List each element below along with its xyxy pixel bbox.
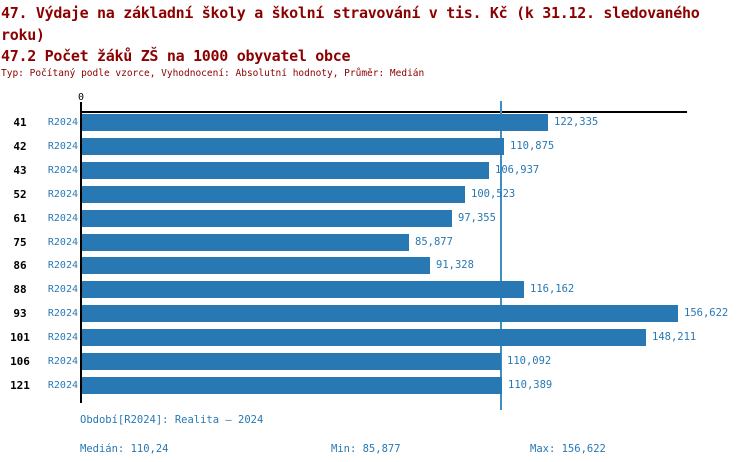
- bar-value-label: 148,211: [652, 331, 697, 343]
- row-category-label: 101: [10, 331, 30, 344]
- row-category-label: 75: [13, 236, 27, 249]
- value-bar: [82, 305, 678, 322]
- chart-row: 75 R2024 85,877: [0, 234, 750, 257]
- min-stat-label: Min: 85,877: [331, 443, 401, 455]
- value-bar: [82, 353, 501, 370]
- row-category-label: 106: [10, 355, 30, 368]
- row-category-label: 86: [13, 259, 27, 272]
- bar-value-label: 156,622: [684, 307, 729, 319]
- x-axis-zero-tick-label: 0: [77, 92, 85, 103]
- row-period-label: R2024: [47, 237, 78, 248]
- value-bar: [82, 162, 489, 179]
- chart-row: 61 R2024 97,355: [0, 210, 750, 233]
- row-category-label: 41: [13, 116, 27, 129]
- bar-value-label: 85,877: [415, 236, 453, 248]
- row-category-label: 93: [13, 307, 27, 320]
- value-bar: [82, 210, 452, 227]
- chart-row: 41 R2024 122,335: [0, 114, 750, 137]
- max-stat-label: Max: 156,622: [530, 443, 606, 455]
- bar-value-label: 110,389: [508, 379, 553, 391]
- value-bar: [82, 114, 548, 131]
- bar-value-label: 122,335: [554, 116, 599, 128]
- y-axis-line: [80, 111, 82, 403]
- bar-value-label: 116,162: [530, 283, 575, 295]
- row-period-label: R2024: [47, 356, 78, 367]
- row-period-label: R2024: [47, 332, 78, 343]
- chart-row: 121 R2024 110,389: [0, 377, 750, 400]
- value-bar: [82, 234, 409, 251]
- row-period-label: R2024: [47, 260, 78, 271]
- median-reference-line: [500, 101, 502, 410]
- value-bar: [82, 138, 504, 155]
- chart-row: 88 R2024 116,162: [0, 281, 750, 304]
- row-category-label: 43: [13, 164, 27, 177]
- value-bar: [82, 329, 646, 346]
- chart-row: 43 R2024 106,937: [0, 162, 750, 185]
- row-period-label: R2024: [47, 213, 78, 224]
- chart-row: 106 R2024 110,092: [0, 353, 750, 376]
- chart-row: 86 R2024 91,328: [0, 257, 750, 280]
- bar-value-label: 100,523: [471, 188, 516, 200]
- row-period-label: R2024: [47, 380, 78, 391]
- row-category-label: 88: [13, 283, 27, 296]
- value-bar: [82, 377, 502, 394]
- bar-value-label: 97,355: [458, 212, 496, 224]
- row-period-label: R2024: [47, 308, 78, 319]
- chart-row: 52 R2024 100,523: [0, 186, 750, 209]
- row-category-label: 42: [13, 140, 27, 153]
- chart-subtitle: 47.2 Počet žáků ZŠ na 1000 obyvatel obce: [1, 47, 351, 65]
- chart-row: 93 R2024 156,622: [0, 305, 750, 328]
- bar-value-label: 106,937: [495, 164, 540, 176]
- bar-value-label: 110,092: [507, 355, 552, 367]
- page-title-line1: 47. Výdaje na základní školy a školní st…: [1, 4, 700, 22]
- chart-meta-info: Typ: Počítaný podle vzorce, Vyhodnocení:…: [1, 68, 425, 79]
- row-category-label: 61: [13, 212, 27, 225]
- x-axis-zero-tick: [80, 102, 82, 111]
- row-period-label: R2024: [47, 117, 78, 128]
- x-axis-line: [80, 111, 687, 113]
- chart-row: 42 R2024 110,875: [0, 138, 750, 161]
- row-category-label: 52: [13, 188, 27, 201]
- bar-value-label: 91,328: [436, 259, 474, 271]
- value-bar: [82, 257, 430, 274]
- row-period-label: R2024: [47, 165, 78, 176]
- value-bar: [82, 186, 465, 203]
- bar-chart-plot-area: 41 R2024 122,335 42 R2024 110,875 43 R2024 106,9…: [0, 114, 750, 404]
- value-bar: [82, 281, 524, 298]
- chart-row: 101 R2024 148,211: [0, 329, 750, 352]
- period-info-label: Období[R2024]: Realita – 2024: [80, 414, 264, 426]
- row-category-label: 121: [10, 379, 30, 392]
- row-period-label: R2024: [47, 189, 78, 200]
- median-stat-label: Medián: 110,24: [80, 443, 169, 455]
- page-title-line2: roku): [1, 26, 45, 44]
- row-period-label: R2024: [47, 284, 78, 295]
- row-period-label: R2024: [47, 141, 78, 152]
- bar-value-label: 110,875: [510, 140, 555, 152]
